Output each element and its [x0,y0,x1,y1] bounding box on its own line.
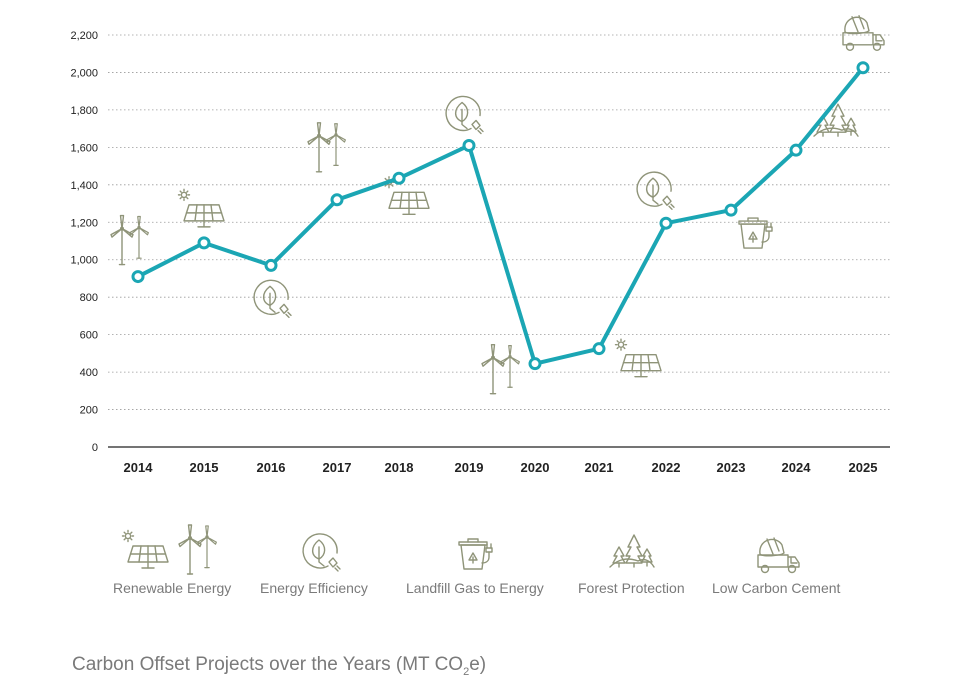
legend-recycle-bin-plug-icon [458,538,493,570]
x-tick-label-2018: 2018 [385,460,414,475]
y-tick-label: 400 [80,367,98,379]
chart-title-tail: e) [469,654,487,675]
point-icon-2016 [253,279,292,319]
legend-label-forest-protection: Forest Protection [578,580,685,596]
series-line [136,65,865,366]
data-point-2025 [856,61,870,75]
data-point-2021 [592,342,606,356]
data-point-2019 [462,138,476,152]
y-tick-label: 1,600 [70,142,98,154]
point-icon-2020 [482,345,519,394]
chart-title-main: Carbon Offset Projects over the Years (M… [72,654,464,675]
data-point-2016 [264,258,278,272]
legend-icons [121,525,800,574]
data-point-2018 [392,171,406,185]
y-tick-label: 2,000 [70,67,98,79]
x-tick-label-2016: 2016 [257,460,286,475]
legend-label-energy-efficiency: Energy Efficiency [260,580,368,596]
y-tick-label: 800 [80,292,98,304]
x-tick-label-2025: 2025 [849,460,878,475]
data-point-2014 [131,270,145,284]
y-tick-label: 600 [80,330,98,342]
point-icon-2017 [308,123,345,172]
chart-title-subscript: 2 [463,665,470,678]
point-icon-2014 [111,216,148,265]
point-icon-2025 [842,15,885,51]
data-point-2020 [528,357,542,371]
data-point-2017 [330,193,344,207]
point-icon-2022 [636,171,675,210]
legend-forest-trees-icon [609,534,655,568]
legend-label-renewable-energy: Renewable Energy [113,580,232,596]
point-icon-2015 [177,188,225,228]
y-tick-label: 1,200 [70,217,98,229]
grid-lines [108,34,890,410]
y-tick-label: 0 [92,442,98,454]
point-icon-2021 [614,338,662,378]
data-point-2022 [659,216,673,230]
data-points [131,61,870,371]
point-icon-2023 [738,217,773,249]
data-point-2023 [724,203,738,217]
y-tick-label: 200 [80,405,98,417]
legend-leaf-plug-icon [302,533,341,572]
x-tick-label-2014: 2014 [124,460,154,475]
legend-wind-icon [179,525,216,574]
chart-title: Carbon Offset Projects over the Years (M… [72,654,486,678]
y-tick-label: 2,200 [70,30,98,42]
x-tick-label-2022: 2022 [652,460,681,475]
legend-solar-icon [121,529,169,569]
data-point-2024 [789,143,803,157]
y-tick-label: 1,000 [70,255,98,267]
legend-label-low-carbon-cement: Low Carbon Cement [712,580,841,596]
x-tick-label-2023: 2023 [717,460,746,475]
y-tick-label: 1,400 [70,180,98,192]
x-tick-label-2024: 2024 [782,460,812,475]
y-tick-label: 1,800 [70,105,98,117]
x-tick-label-2020: 2020 [521,460,550,475]
point-icon-2019 [445,95,484,135]
legend-cement-truck-icon [757,537,800,574]
data-point-2015 [197,236,211,250]
x-tick-label-2017: 2017 [323,460,352,475]
x-tick-label-2019: 2019 [455,460,484,475]
series-line-path [136,65,865,366]
axes: 0 200 400 600 800 1,000 1,200 1,400 1,600 1,800 2,… [70,30,890,475]
legend-label-landfill-gas: Landfill Gas to Energy [406,580,544,596]
x-tick-label-2021: 2021 [585,460,614,475]
x-tick-label-2015: 2015 [190,460,219,475]
